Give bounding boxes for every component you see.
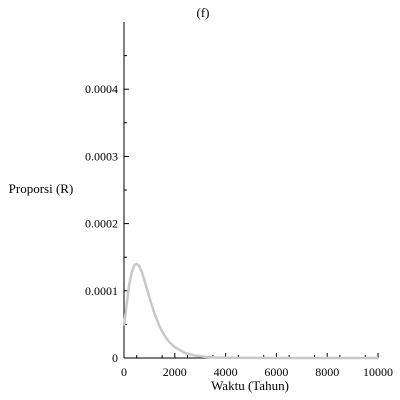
- x-tick-label: 8000: [315, 365, 339, 379]
- axes-group: [123, 22, 378, 359]
- x-tick-label: 4000: [214, 365, 238, 379]
- x-tick-label: 0: [121, 365, 127, 379]
- x-tick-label: 10000: [363, 365, 393, 379]
- x-axis-title: Waktu (Tahun): [211, 378, 289, 393]
- y-axis-title: Proporsi (R): [9, 181, 74, 196]
- ticks-group: 0 2000 4000 6000 8000 10000 0 0.0001 0.0002 0.000…: [85, 55, 393, 379]
- x-tick-label: 6000: [264, 365, 288, 379]
- x-tick-label: 2000: [163, 365, 187, 379]
- y-tick-label: 0.0004: [85, 82, 118, 96]
- y-tick-label: 0: [112, 351, 118, 365]
- series-group: [122, 262, 378, 360]
- y-tick-label: 0.0002: [85, 217, 118, 231]
- y-tick-label: 0.0003: [85, 149, 118, 163]
- series-line: [122, 262, 378, 360]
- chart-title: (f): [197, 5, 210, 20]
- y-tick-label: 0.0001: [85, 284, 118, 298]
